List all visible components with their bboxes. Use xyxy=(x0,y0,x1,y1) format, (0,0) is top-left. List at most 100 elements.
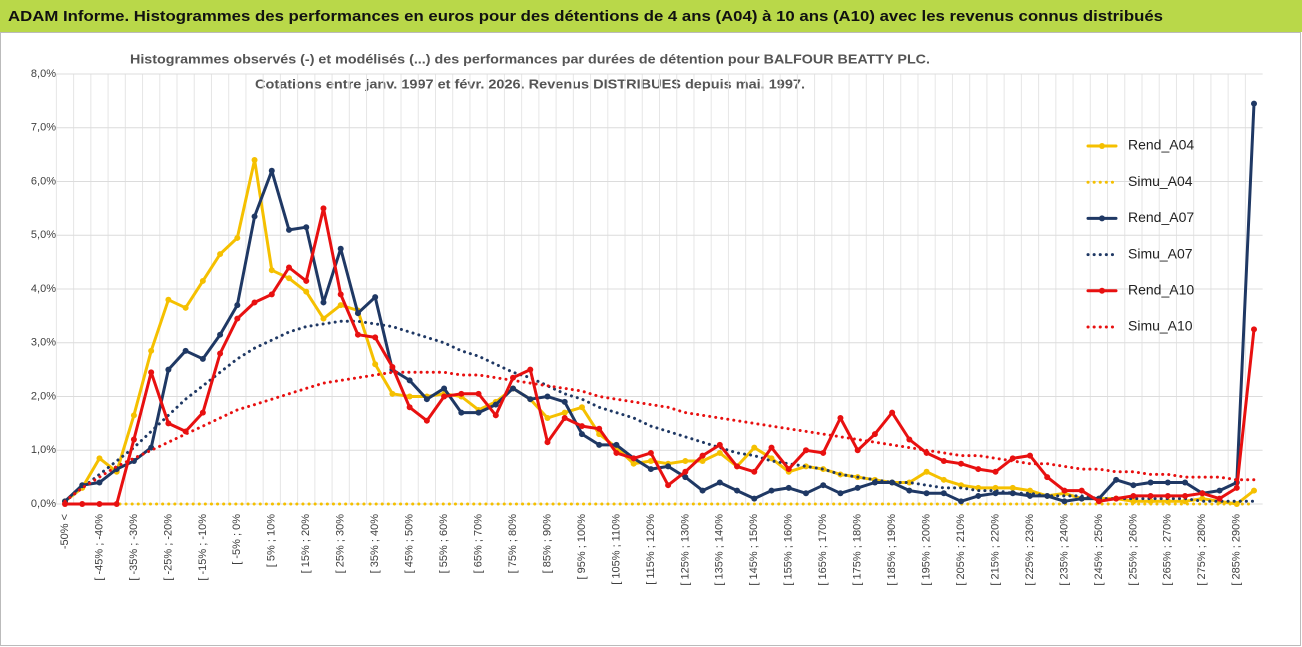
point xyxy=(96,501,103,507)
x-tick-label: [ 95% ; 100% xyxy=(576,514,588,580)
point xyxy=(716,479,723,486)
point xyxy=(406,404,413,411)
point xyxy=(1147,492,1154,499)
y-tick-label: 0,0% xyxy=(31,498,56,510)
point xyxy=(268,167,275,174)
point xyxy=(286,275,293,282)
legend-label: Rend_A04 xyxy=(1128,137,1194,153)
point xyxy=(441,385,448,392)
point xyxy=(423,396,430,403)
point xyxy=(734,463,741,470)
x-tick-label: [ 15% ; 20% xyxy=(300,514,312,574)
point xyxy=(699,452,706,459)
point xyxy=(1251,326,1257,333)
point xyxy=(682,468,689,475)
point xyxy=(561,415,568,421)
point xyxy=(578,423,585,430)
point xyxy=(372,334,379,341)
point xyxy=(492,412,499,419)
x-tick-label: [ 235% ; 240% xyxy=(1058,514,1070,586)
point xyxy=(647,449,654,456)
y-tick-label: 3,0% xyxy=(31,337,56,349)
point xyxy=(647,458,654,464)
point xyxy=(199,409,206,416)
point xyxy=(441,393,448,400)
point xyxy=(975,466,982,473)
point xyxy=(475,409,482,416)
point xyxy=(389,390,396,397)
point xyxy=(79,501,86,507)
x-tick-label: [ 5% ; 10% xyxy=(266,514,278,567)
point xyxy=(682,474,689,481)
x-tick-label: [ 165% ; 170% xyxy=(817,514,829,586)
legend-marker xyxy=(1099,143,1105,149)
x-tick-label: [ -35% ; -30% xyxy=(128,514,140,581)
point xyxy=(337,302,344,309)
point xyxy=(923,449,930,456)
point xyxy=(165,296,172,303)
point xyxy=(1044,474,1051,481)
point xyxy=(1182,479,1189,486)
y-tick-label: 4,0% xyxy=(31,283,56,295)
point xyxy=(130,436,137,443)
legend-label: Simu_A07 xyxy=(1128,245,1193,261)
x-tick-label: [ 275% ; 280% xyxy=(1196,514,1208,586)
point xyxy=(837,415,844,421)
point xyxy=(682,458,689,464)
point xyxy=(992,468,999,475)
point xyxy=(234,315,241,322)
point xyxy=(148,369,155,376)
point xyxy=(251,299,258,306)
point xyxy=(251,157,258,163)
point xyxy=(751,495,758,502)
point xyxy=(268,291,275,298)
point xyxy=(62,501,68,507)
point xyxy=(234,234,241,241)
point xyxy=(406,393,413,400)
point xyxy=(423,417,430,424)
point xyxy=(1182,492,1189,499)
point xyxy=(337,245,344,252)
x-tick-label: [ 45% ; 50% xyxy=(404,514,416,574)
point xyxy=(958,460,965,467)
point xyxy=(217,331,224,338)
point xyxy=(665,482,672,489)
point xyxy=(596,425,603,432)
x-tick-label: [ 265% ; 270% xyxy=(1162,514,1174,586)
point xyxy=(1061,498,1068,505)
point xyxy=(578,431,585,438)
point xyxy=(527,396,534,403)
legend-label: Simu_A10 xyxy=(1128,318,1193,334)
title-band xyxy=(0,0,1302,32)
point xyxy=(906,436,913,443)
point xyxy=(1009,490,1016,497)
point xyxy=(923,468,930,475)
point xyxy=(544,393,551,400)
point xyxy=(561,398,568,405)
point xyxy=(1233,484,1240,491)
point xyxy=(1251,100,1257,107)
point xyxy=(802,447,809,454)
point xyxy=(96,479,103,486)
point xyxy=(751,444,758,451)
frame xyxy=(0,32,1301,646)
chart-subtitle: Histogrammes observés (-) et modélisés (… xyxy=(130,51,930,66)
x-tick-label: [ 245% ; 250% xyxy=(1093,514,1105,586)
y-tick-label: 8,0% xyxy=(31,68,56,80)
point xyxy=(372,294,379,301)
point xyxy=(785,484,792,491)
point xyxy=(268,267,275,274)
x-tick-label: [ 255% ; 260% xyxy=(1127,514,1139,586)
point xyxy=(578,404,585,411)
x-tick-label: [ 65% ; 70% xyxy=(472,514,484,574)
point xyxy=(630,455,637,462)
point xyxy=(906,479,913,486)
x-tick-label: [ 105% ; 110% xyxy=(610,514,622,585)
x-tick-label: [ 225% ; 230% xyxy=(1024,514,1036,586)
point xyxy=(665,463,672,470)
y-tick-label: 2,0% xyxy=(31,390,56,402)
point xyxy=(1130,492,1137,499)
x-tick-label: [ 285% ; 290% xyxy=(1231,514,1243,586)
x-tick-label: [ 205% ; 210% xyxy=(955,514,967,586)
observed-line xyxy=(63,206,1256,506)
